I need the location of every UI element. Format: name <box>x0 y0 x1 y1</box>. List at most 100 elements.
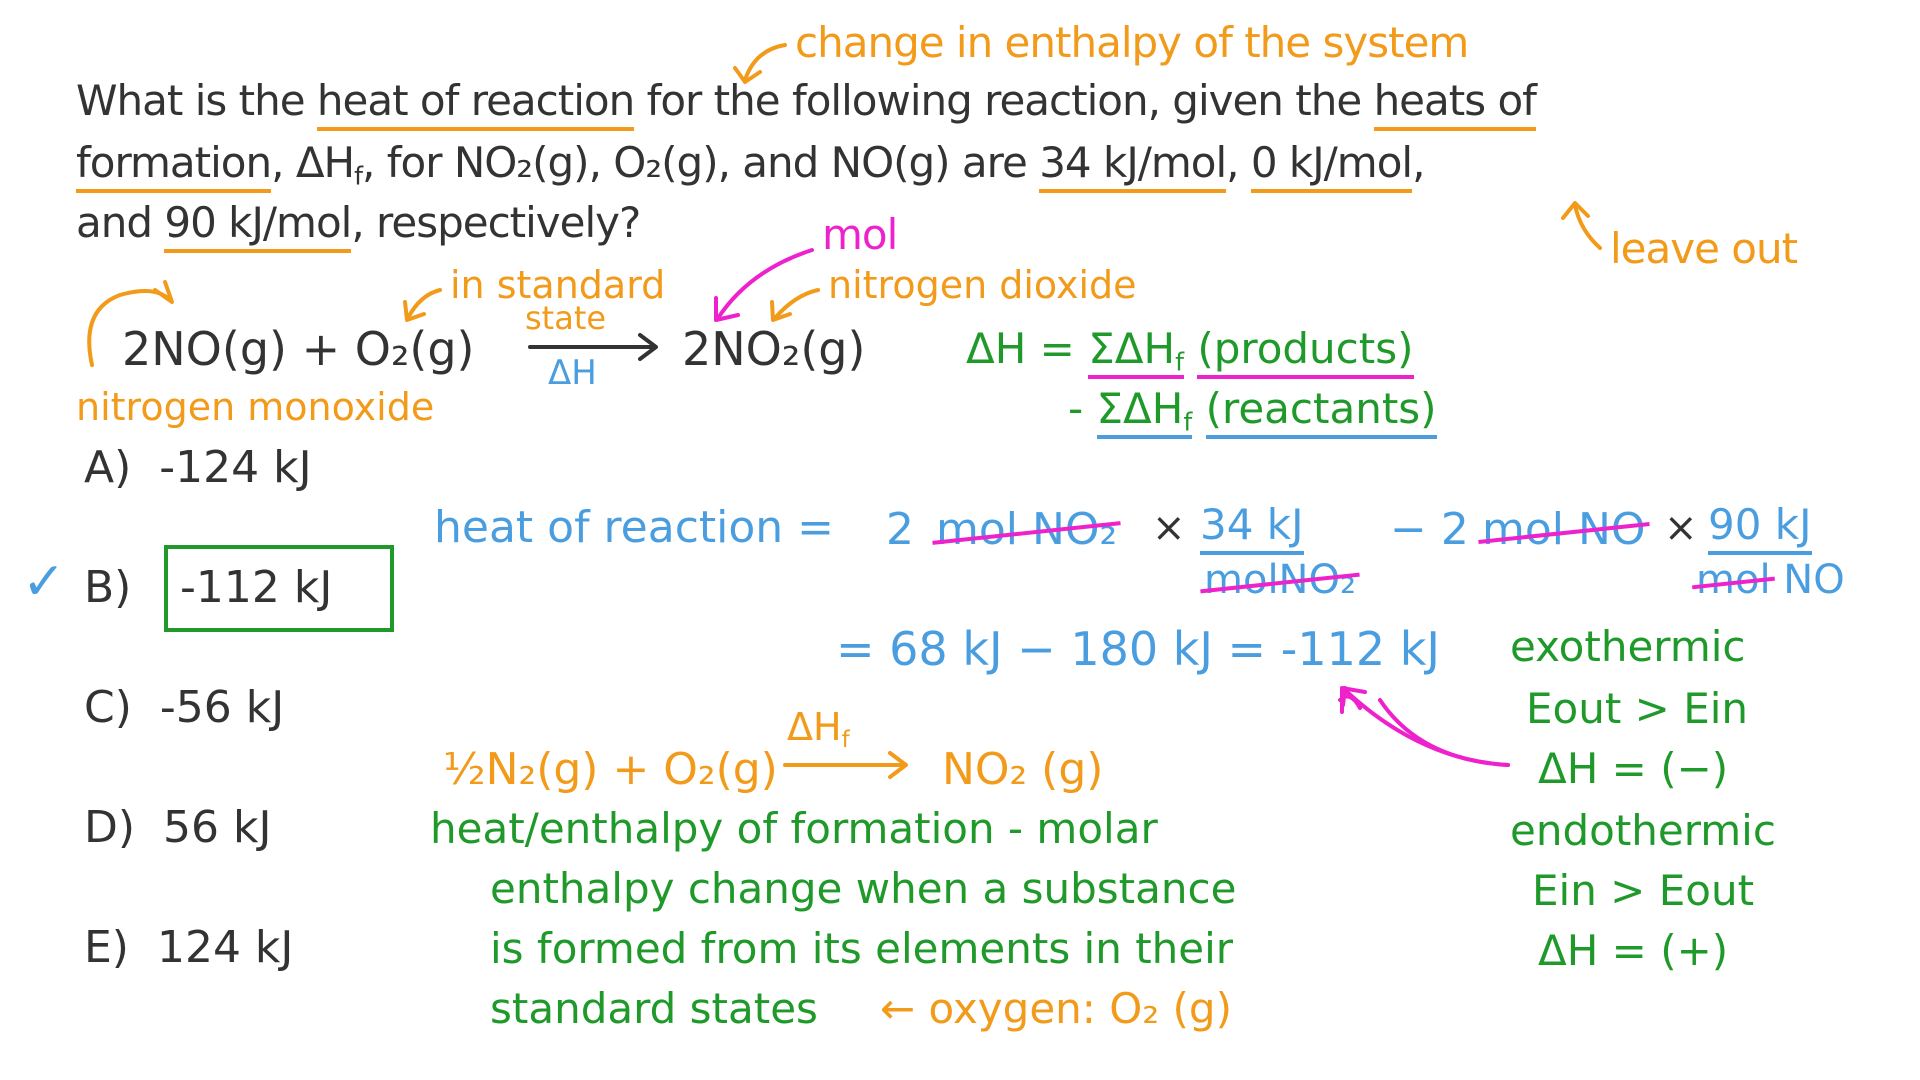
endothermic-sign: ΔH = (+) <box>1538 926 1729 975</box>
formation-definition-2: enthalpy change when a substance <box>490 864 1237 913</box>
text: ΣΔH <box>1088 324 1176 373</box>
option-value: -56 kJ <box>159 682 285 733</box>
endothermic-rule: Ein > Eout <box>1532 866 1755 915</box>
option-value: 56 kJ <box>163 802 272 853</box>
reaction-arrow-label: ΔH <box>548 353 597 393</box>
calc-result: = 68 kJ − 180 kJ = -112 kJ <box>836 622 1440 676</box>
calc-numerator-2: 90 kJ <box>1708 500 1812 555</box>
value-no: 90 kJ/mol <box>164 198 352 253</box>
calc-unit-2: mol NO <box>1482 508 1646 552</box>
option-b-value[interactable]: -112 kJ <box>180 562 333 613</box>
text: and <box>76 198 165 247</box>
mol-note: mol <box>822 210 898 259</box>
value-no2: 34 kJ/mol <box>1039 138 1227 193</box>
text: ΣΔH <box>1096 384 1184 433</box>
subscript: f <box>1175 347 1184 377</box>
formation-reactants: ½N₂(g) + O₂(g) <box>443 744 778 795</box>
nitrogen-monoxide-note: nitrogen monoxide <box>76 385 435 429</box>
arrow-nitrogen-dioxide <box>770 288 820 322</box>
subscript: f <box>1183 407 1193 437</box>
option-letter: E) <box>84 922 129 973</box>
text: , for NO₂(g), O₂(g), and NO(g) are <box>362 138 1040 187</box>
option-a[interactable]: A) -124 kJ <box>84 446 312 490</box>
value-o2: 0 kJ/mol <box>1250 138 1413 193</box>
reaction-reactants: 2NO(g) + O₂(g) <box>122 322 475 376</box>
reaction-arrow <box>528 333 658 361</box>
correct-answer-box <box>164 545 394 632</box>
products-term: (products) <box>1197 324 1414 379</box>
text: ΔH = <box>966 324 1089 373</box>
calc-numerator-1: 34 kJ <box>1200 500 1304 555</box>
text: , <box>1412 138 1425 187</box>
calc-minus: − 2 <box>1390 504 1469 555</box>
enthalpy-note: change in enthalpy of the system <box>795 18 1469 67</box>
text: - <box>1068 384 1097 433</box>
arrow-leave-out <box>1561 201 1602 250</box>
calc-unit-1: mol NO₂ <box>936 508 1117 552</box>
text: 34 kJ <box>1200 500 1304 555</box>
subscript: f <box>841 726 850 753</box>
calc-times-2: × <box>1664 505 1698 551</box>
sum-products: ΣΔHf <box>1088 324 1184 379</box>
struck-unit: mol NO₂ <box>936 504 1118 555</box>
exothermic-sign: ΔH = (−) <box>1538 744 1729 793</box>
endothermic-label: endothermic <box>1510 806 1776 855</box>
struck-unit: mol <box>1696 557 1771 603</box>
arrow-in-standard <box>403 288 442 322</box>
formation-definition-3: is formed from its elements in their <box>490 924 1234 973</box>
text: , ΔH <box>271 138 355 187</box>
formation-definition-1: heat/enthalpy of formation - molar <box>430 804 1158 853</box>
enthalpy-formula-line-1: ΔH = ΣΔHf (products) <box>966 324 1414 379</box>
option-letter: D) <box>84 802 136 853</box>
leave-out-note: leave out <box>1610 224 1798 273</box>
exothermic-rule: Eout > Ein <box>1526 684 1749 733</box>
arrow-mol <box>714 248 814 322</box>
state-note: state <box>525 299 607 337</box>
calc-denominator-2: mol NO <box>1696 560 1845 600</box>
text: What is the <box>76 76 317 125</box>
term-heats-of: heats of <box>1373 76 1537 131</box>
option-c[interactable]: C) -56 kJ <box>84 686 284 730</box>
term-formation: formation <box>76 138 272 193</box>
formation-arrow <box>783 751 908 779</box>
question-line-3: and 90 kJ/mol, respectively? <box>76 198 641 253</box>
sum-reactants: ΣΔHf <box>1096 384 1193 439</box>
text: NO <box>1770 557 1845 603</box>
option-b-letter[interactable]: B) <box>84 562 132 613</box>
option-letter: A) <box>84 442 132 493</box>
subscript: f <box>354 161 363 191</box>
formation-arrow-label: ΔHf <box>787 708 850 752</box>
in-standard-note: in standard <box>450 263 666 307</box>
struck-unit: mol NO <box>1482 504 1646 555</box>
enthalpy-formula-line-2: - ΣΔHf (reactants) <box>1068 384 1437 439</box>
calc-label: heat of reaction = <box>434 502 835 553</box>
option-letter: C) <box>84 682 132 733</box>
text: , <box>1226 138 1251 187</box>
arrow-exothermic-link <box>1338 686 1510 767</box>
formation-definition-4: standard states <box>490 984 818 1033</box>
text: 90 kJ <box>1708 500 1812 555</box>
struck-unit: molNO₂ <box>1204 557 1356 603</box>
reaction-products: 2NO₂(g) <box>682 322 866 376</box>
option-value: 124 kJ <box>156 922 294 973</box>
text: ΔH <box>787 705 842 749</box>
reactants-term: (reactants) <box>1205 384 1437 439</box>
text: , respectively? <box>351 198 641 247</box>
exothermic-label: exothermic <box>1510 622 1746 671</box>
option-d[interactable]: D) 56 kJ <box>84 806 271 850</box>
calc-denominator-1: molNO₂ <box>1204 560 1356 600</box>
calc-times-1: × <box>1152 505 1186 551</box>
term-heat-of-reaction: heat of reaction <box>316 76 635 131</box>
option-value: -124 kJ <box>159 442 312 493</box>
question-line-2: formation, ΔHf, for NO₂(g), O₂(g), and N… <box>76 138 1425 193</box>
question-line-1: What is the heat of reaction for the fol… <box>76 76 1537 131</box>
option-e[interactable]: E) 124 kJ <box>84 926 293 970</box>
nitrogen-dioxide-note: nitrogen dioxide <box>828 263 1137 307</box>
arrow-loop-reactant <box>87 280 174 367</box>
formation-product: NO₂ (g) <box>942 744 1104 795</box>
check-mark-icon: ✓ <box>22 552 66 612</box>
arrow-enthalpy-note <box>733 43 787 84</box>
text: for the following reaction, given the <box>634 76 1374 125</box>
oxygen-note: ← oxygen: O₂ (g) <box>880 984 1232 1033</box>
